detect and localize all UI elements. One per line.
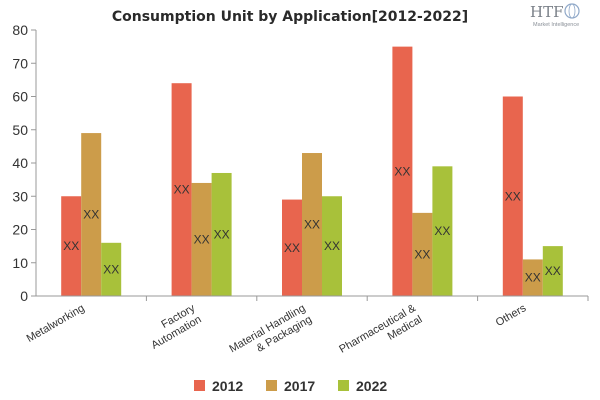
logo-subtitle: Market Intelligence — [533, 22, 579, 28]
data-label: XX — [103, 262, 119, 276]
bar-2017 — [191, 182, 212, 296]
bar-2022 — [322, 196, 342, 296]
x-axis: Metalworking FactoryAutomation Material Ha… — [25, 295, 589, 367]
legend-swatch-2022 — [338, 380, 349, 391]
bar-2012 — [171, 83, 192, 296]
x-category-label: FactoryAutomation — [143, 302, 204, 352]
bar-2022 — [542, 246, 563, 296]
data-label: XX — [324, 239, 340, 253]
x-category-label: Material Handling& Packaging — [227, 302, 314, 366]
y-tick-label: 40 — [12, 155, 28, 171]
bar-2022 — [432, 166, 453, 296]
legend-label-2017: 2017 — [284, 378, 315, 394]
bar-2017 — [302, 153, 322, 296]
bar-2022 — [101, 242, 122, 296]
y-tick-label: 70 — [12, 55, 28, 71]
htf-logo: HTF Market Intelligence — [530, 3, 580, 28]
globe-icon — [564, 3, 580, 19]
data-label: XX — [304, 218, 320, 232]
data-label: XX — [284, 241, 300, 255]
data-label: XX — [214, 227, 230, 241]
bar-2022 — [211, 172, 232, 296]
x-category-label: Pharmaceutical &Medical — [337, 302, 425, 367]
y-tick-label: 20 — [12, 222, 28, 238]
logo-text: HTF — [530, 3, 564, 21]
data-labels-group: XX XX XX XX XX XX XX XX XX XX XX XX XX XX XX — [63, 164, 561, 284]
y-tick-label: 80 — [12, 22, 28, 38]
legend: 2012 2017 2022 — [194, 378, 387, 394]
data-label: XX — [434, 224, 450, 238]
legend-label-2012: 2012 — [212, 378, 243, 394]
y-tick-label: 30 — [12, 188, 28, 204]
data-label: XX — [505, 189, 521, 203]
legend-swatch-2012 — [194, 380, 205, 391]
chart-title: Consumption Unit by Application[2012-202… — [112, 9, 468, 25]
data-label: XX — [63, 239, 79, 253]
data-label: XX — [394, 164, 410, 178]
legend-swatch-2017 — [266, 380, 277, 391]
globe-meridian-icon — [568, 3, 576, 19]
data-label: XX — [174, 183, 190, 197]
bars-group — [61, 46, 563, 296]
y-tick-label: 10 — [12, 255, 28, 271]
legend-label-2022: 2022 — [356, 378, 387, 394]
bar-2012 — [392, 46, 413, 296]
data-label: XX — [414, 247, 430, 261]
bar-2012 — [502, 96, 523, 296]
data-label: XX — [194, 232, 210, 246]
bar-2017 — [522, 259, 543, 296]
data-label: XX — [525, 271, 541, 285]
x-category-label-line: Metalworking — [25, 302, 87, 345]
bar-2012 — [282, 199, 302, 296]
y-tick-label: 60 — [12, 89, 28, 105]
bar-2012 — [61, 196, 82, 296]
data-label: XX — [83, 208, 99, 222]
y-tick-label: 0 — [20, 288, 28, 304]
bar-2017 — [412, 212, 433, 296]
x-category-label: Others — [494, 302, 529, 329]
y-tick-label: 50 — [12, 122, 28, 138]
y-axis: 0 10 20 30 40 50 60 70 80 — [12, 22, 37, 304]
x-category-label-line: Others — [494, 302, 529, 329]
x-category-label: Metalworking — [25, 302, 87, 345]
data-label: XX — [545, 264, 561, 278]
bar-2017 — [81, 133, 102, 296]
